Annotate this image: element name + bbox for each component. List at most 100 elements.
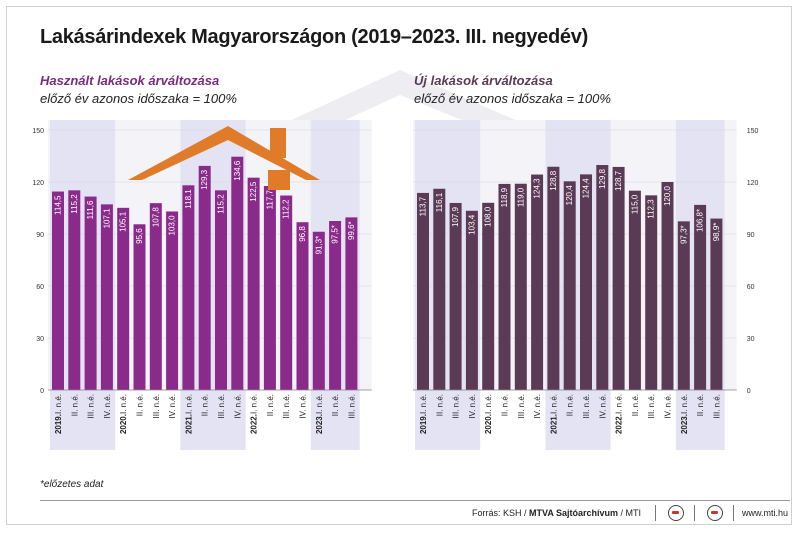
footer-separator: [733, 505, 734, 521]
footnote: *előzetes adat: [40, 479, 104, 490]
category-label: II. n.é.: [136, 394, 145, 416]
bar: [482, 202, 495, 390]
bar: [215, 190, 227, 390]
y-tick-label: 90: [747, 232, 755, 239]
bar-value-label: 113,7: [419, 196, 428, 216]
bar-value-label: 118,1: [184, 189, 193, 209]
category-label: 2021.I. n.é.: [549, 394, 558, 434]
bar: [68, 190, 81, 390]
bar-value-label: 129,8: [598, 168, 607, 189]
bar: [52, 191, 64, 390]
bar-value-label: 119,0: [516, 187, 525, 207]
bar: [263, 185, 276, 390]
used-homes-bar-chart: 0 30 60 90 120 150 114,5 2019.I. n.é. 115,2 II. n…: [32, 120, 372, 450]
source-credit: Forrás: KSH / MTVA Sajtóarchívum / MTI: [472, 508, 641, 518]
bar: [117, 207, 130, 390]
bar: [580, 174, 592, 390]
page-title: Lakásárindexek Magyarországon (2019–2023…: [40, 26, 588, 48]
bar: [596, 165, 609, 390]
right-panel-subtitle: előző év azonos időszaka = 100%: [414, 91, 611, 106]
bar-value-label: 107,8: [151, 207, 160, 228]
bar-value-label: 114,5: [54, 195, 63, 215]
bar: [231, 156, 244, 390]
category-label: IV. n.é.: [664, 394, 673, 419]
bar: [628, 190, 641, 390]
right-panel-title: Új lakások árváltozása: [414, 73, 553, 88]
bar: [149, 203, 162, 390]
bar-value-label: 99,6*: [347, 221, 356, 240]
mti-logo-icon: [668, 505, 684, 521]
bar-value-label: 120,4: [565, 185, 574, 206]
category-label: III. n.é.: [282, 394, 291, 418]
y-tick-label: 150: [747, 128, 759, 135]
category-label: III. n.é.: [152, 394, 161, 418]
y-tick-label: 30: [747, 336, 755, 343]
bar: [710, 218, 723, 390]
bar: [247, 177, 260, 390]
bar-value-label: 124,3: [533, 178, 542, 199]
bar: [694, 204, 707, 390]
bar-value-label: 107,1: [102, 208, 111, 229]
bar: [182, 185, 195, 390]
source-suffix: / MTI: [618, 508, 642, 518]
category-label: 2022.I. n.é.: [615, 394, 624, 434]
bar: [661, 182, 674, 390]
category-label: III. n.é.: [647, 394, 656, 418]
category-label: II. n.é.: [566, 394, 575, 416]
house-roof-icon: [128, 126, 320, 190]
category-label: II. n.é.: [331, 394, 340, 416]
category-label: 2019.I. n.é.: [54, 394, 63, 434]
image-frame: [6, 6, 792, 525]
category-label: III. n.é.: [87, 394, 96, 418]
mtva-logo-icon: [707, 505, 723, 521]
bar: [166, 211, 179, 390]
bar-value-label: 108,0: [484, 206, 493, 227]
y-tick-label: 120: [747, 180, 759, 187]
bar: [312, 231, 325, 390]
category-label: II. n.é.: [696, 394, 705, 416]
bar: [417, 192, 429, 390]
y-tick-label: 60: [36, 284, 44, 291]
category-label: IV. n.é.: [168, 394, 177, 419]
category-label: IV. n.é.: [468, 394, 477, 419]
category-label: III. n.é.: [712, 394, 721, 418]
y-tick-label: 60: [747, 284, 755, 291]
y-tick-label: 0: [747, 388, 751, 395]
left-panel-subtitle: előző év azonos időszaka = 100%: [40, 91, 237, 106]
category-label: IV. n.é.: [598, 394, 607, 419]
bar-value-label: 97,5*: [331, 225, 340, 244]
bar-value-label: 120,0: [663, 185, 672, 206]
bar-value-label: 112,2: [282, 199, 291, 219]
bar: [280, 195, 293, 390]
bar-value-label: 128,8: [549, 170, 558, 191]
category-label: IV. n.é.: [233, 394, 242, 419]
bar: [514, 183, 527, 390]
bar: [345, 217, 358, 390]
category-label: III. n.é.: [217, 394, 226, 418]
bar-value-label: 122,5: [249, 181, 258, 202]
category-label: 2020.I. n.é.: [119, 394, 128, 434]
category-label: IV. n.é.: [103, 394, 112, 419]
bar: [531, 174, 544, 390]
category-label: III. n.é.: [582, 394, 591, 418]
bar-value-label: 91,3*: [314, 236, 323, 255]
category-label: IV. n.é.: [533, 394, 542, 419]
bar-value-label: 118,9: [500, 187, 509, 207]
bar-value-label: 128,7: [614, 170, 623, 191]
bar-value-label: 129,3: [200, 169, 209, 190]
bar-value-label: 117,7: [265, 189, 274, 209]
category-label: IV. n.é.: [299, 394, 308, 419]
category-label: 2022.I. n.é.: [250, 394, 259, 434]
left-panel-title: Használt lakások árváltozása: [40, 73, 220, 88]
bar: [84, 196, 97, 390]
bar-value-label: 106,8*: [696, 209, 705, 232]
bar-value-label: 111,6: [86, 200, 95, 219]
website-link[interactable]: www.mti.hu: [742, 508, 789, 518]
footer-separator: [655, 505, 656, 521]
bar-value-label: 98,9*: [712, 223, 721, 242]
bar-value-label: 103,4: [467, 214, 476, 235]
category-label: 2023.I. n.é.: [315, 394, 324, 434]
footer-divider: [40, 500, 790, 501]
bar: [433, 188, 446, 390]
bar: [133, 224, 146, 390]
